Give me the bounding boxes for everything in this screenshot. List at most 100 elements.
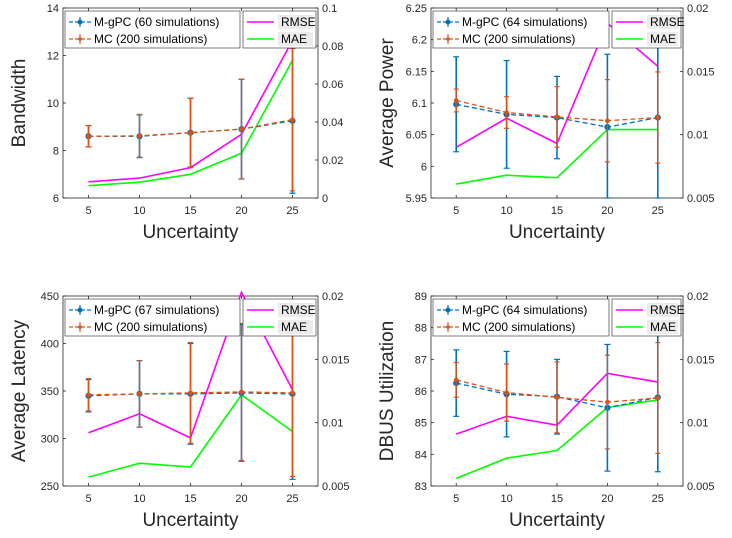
y-tick-label: 5.95: [406, 193, 427, 205]
series-dashed-line: [88, 391, 293, 396]
series-dashed-line: [456, 382, 658, 409]
series-dashed-line: [456, 99, 658, 122]
x-axis-label: Uncertainty: [509, 222, 606, 243]
y2-tick-label: 0.02: [322, 291, 343, 303]
legend-box: [64, 10, 241, 49]
data-point: [188, 130, 193, 135]
series-line-mae: [456, 128, 658, 185]
y-tick-label: 6: [421, 161, 427, 173]
y2-tick-label: 0.01: [322, 418, 343, 430]
legend-swatch-marker: [78, 37, 82, 41]
series-dashed-line: [456, 103, 658, 128]
legend-left-axis: M-gPC (64 simulations) MC (200 simulation…: [432, 10, 610, 49]
legend-entry-label: MC (200 simulations): [94, 320, 207, 334]
series-line-mae: [88, 59, 294, 187]
data-point: [554, 114, 560, 120]
y-tick-label: 89: [415, 291, 427, 303]
x-tick-label: 15: [184, 493, 196, 505]
chart-panel-1: 5 10 15 20 25 6 8 10 12 14 0 0.02 0.04 0.06 0.08 0.1 Unc…: [9, 3, 343, 243]
y2-tick-label: 0.02: [322, 155, 343, 167]
y-tick-label: 6.1: [412, 98, 427, 110]
y-tick-label: 6.15: [406, 66, 427, 78]
data-point: [504, 390, 509, 395]
legend-entry-label: RMSE: [650, 303, 685, 317]
y2-tick-label: 0.015: [687, 66, 715, 78]
legend-box: [432, 298, 610, 337]
legend-left-axis: M-gPC (67 simulations) MC (200 simulation…: [64, 298, 241, 337]
x-tick-label: 15: [551, 205, 563, 217]
y-tick-label: 85: [415, 418, 427, 430]
data-point: [290, 390, 295, 396]
x-tick-label: 15: [184, 205, 196, 217]
y2-tick-label: 0.06: [322, 79, 343, 91]
data-point: [655, 115, 661, 120]
y-tick-label: 250: [41, 481, 59, 493]
x-tick-label: 20: [235, 493, 247, 505]
legend-swatch-marker: [78, 325, 82, 329]
y2-tick-label: 0.02: [687, 3, 708, 15]
x-tick-label: 10: [500, 493, 512, 505]
y-tick-label: 10: [47, 98, 59, 110]
legend-entry-label: MAE: [281, 320, 307, 334]
x-tick-label: 5: [453, 205, 459, 217]
legend-entry-label: MAE: [650, 320, 676, 334]
x-tick-label: 20: [601, 205, 613, 217]
legend-swatch-marker: [446, 325, 450, 329]
data-point: [239, 389, 244, 395]
data-point: [86, 133, 91, 139]
y-axis-label: Average Power: [377, 38, 398, 168]
y-tick-label: 450: [41, 291, 59, 303]
y2-tick-label: 0.005: [687, 193, 715, 205]
series-line-mae: [455, 399, 658, 480]
y2-tick-label: 0.015: [322, 354, 350, 366]
x-tick-label: 10: [500, 205, 512, 217]
series-dashed-line: [88, 118, 293, 137]
y2-tick-label: 0.01: [687, 130, 708, 142]
data-point: [137, 391, 142, 397]
data-point: [605, 399, 610, 405]
legend-right-axis: RMSE MAE: [242, 10, 317, 49]
series-mc: [86, 308, 295, 478]
legend-entry-label: MC (200 simulations): [94, 32, 207, 46]
x-tick-label: 20: [601, 493, 613, 505]
y-axis-label: DBUS Utilization: [377, 321, 398, 461]
y-tick-label: 87: [415, 354, 427, 366]
legend-box: [432, 10, 610, 49]
data-point: [290, 117, 295, 122]
y-tick-label: 6.2: [412, 35, 427, 47]
legend-entry-label: RMSE: [281, 303, 316, 317]
legend-entry-label: M-gPC (64 simulations): [462, 303, 587, 317]
y-tick-label: 8: [53, 146, 59, 158]
legend-label-highlight: [278, 303, 313, 317]
x-tick-label: 25: [652, 205, 664, 217]
data-point: [554, 395, 560, 400]
legend-entry-label: MC (200 simulations): [462, 320, 575, 334]
series-line-mae: [88, 393, 293, 478]
y2-tick-label: 0.015: [687, 354, 715, 366]
legend-entry-label: MAE: [281, 32, 307, 46]
legend-swatch-marker: [77, 307, 83, 313]
x-axis-label: Uncertainty: [509, 510, 606, 531]
legend-entry-label: MC (200 simulations): [462, 32, 575, 46]
y2-tick-label: 0.005: [687, 481, 715, 493]
legend-swatch-marker: [446, 37, 450, 41]
legend-right-axis: RMSE MAE: [242, 298, 317, 337]
series-mc: [453, 71, 661, 164]
y2-tick-label: 0.02: [687, 291, 708, 303]
y-tick-label: 350: [41, 386, 59, 398]
legend-box: [64, 298, 241, 337]
series-mc: [86, 47, 295, 192]
legend-label-highlight: [647, 303, 678, 317]
legend-label-highlight: [647, 320, 678, 334]
y-tick-label: 83: [415, 481, 427, 493]
legend-swatch-marker: [445, 19, 451, 25]
legend-left-axis: M-gPC (60 simulations) MC (200 simulation…: [64, 10, 241, 49]
y-tick-label: 84: [415, 449, 427, 461]
legend-label-highlight: [647, 15, 678, 29]
data-point: [188, 390, 193, 396]
legend-swatch-marker: [445, 307, 451, 313]
legend-entry-label: RMSE: [281, 15, 316, 29]
legend-swatch-marker: [77, 19, 83, 25]
chart-panel-2: 5 10 15 20 25 5.95 6 6.05 6.1 6.15 6.2 6.25 0.005 0.0…: [377, 3, 715, 243]
